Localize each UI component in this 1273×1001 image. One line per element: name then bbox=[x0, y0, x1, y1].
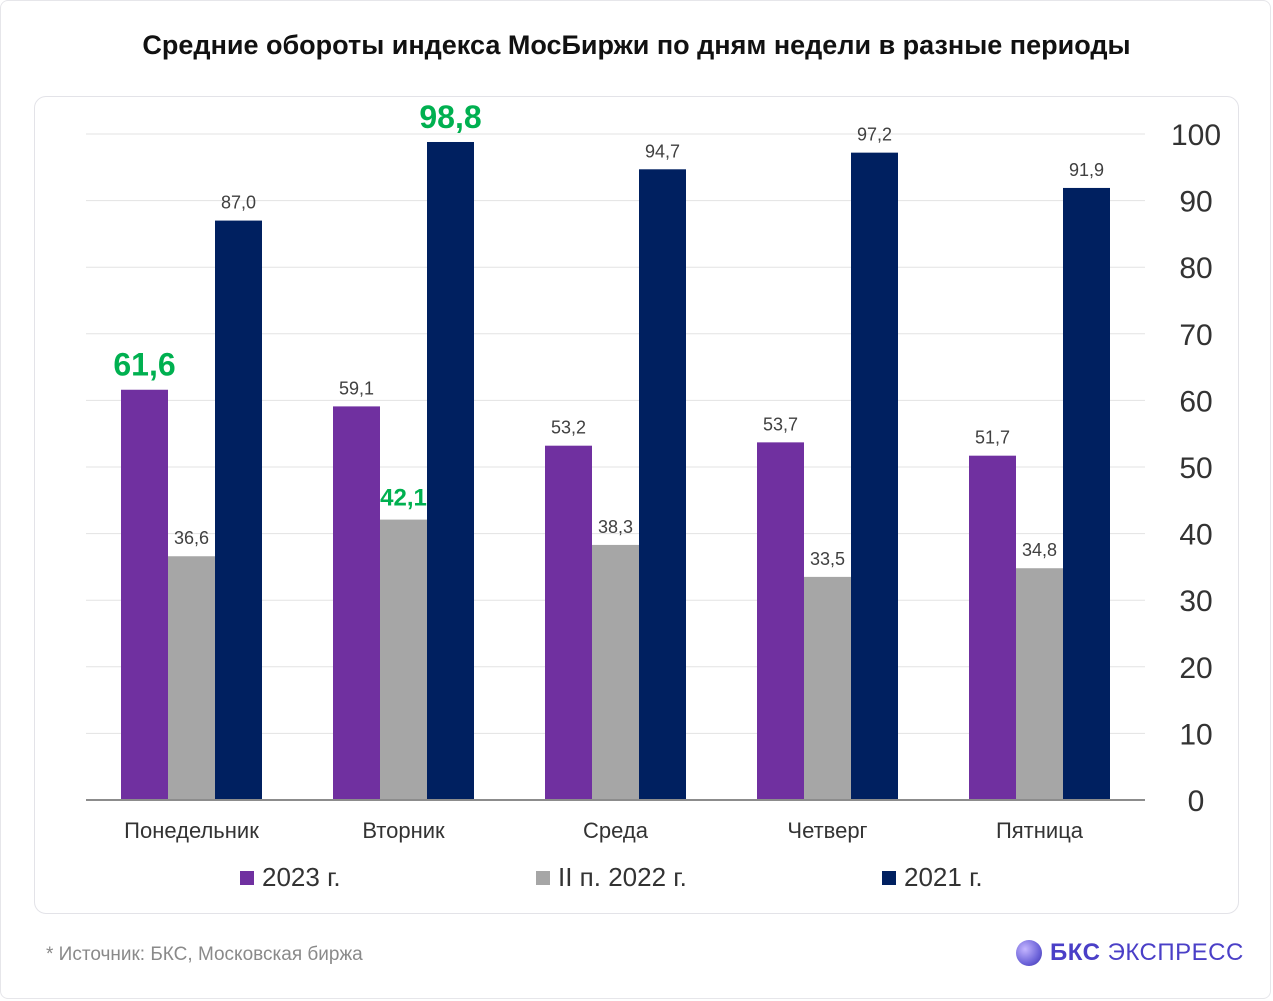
y-tick-label: 70 bbox=[1179, 319, 1212, 352]
bar bbox=[639, 169, 686, 801]
bar bbox=[333, 406, 380, 800]
legend-label: 2021 г. bbox=[904, 862, 983, 892]
bar bbox=[592, 544, 639, 800]
bar bbox=[215, 220, 262, 800]
legend-swatch bbox=[240, 870, 254, 885]
bar bbox=[757, 442, 804, 800]
x-tick-label: Среда bbox=[583, 818, 649, 843]
bar bbox=[969, 455, 1016, 800]
data-label: 94,7 bbox=[645, 141, 680, 161]
bar bbox=[380, 519, 427, 800]
logo-mark-icon bbox=[1016, 940, 1042, 966]
legend-swatch bbox=[536, 870, 550, 885]
data-label: 36,6 bbox=[174, 528, 209, 548]
bar bbox=[168, 556, 215, 800]
y-tick-label: 50 bbox=[1179, 452, 1212, 485]
bar bbox=[545, 445, 592, 800]
y-tick-label: 0 bbox=[1188, 785, 1205, 818]
data-label: 51,7 bbox=[975, 428, 1010, 448]
y-tick-label: 20 bbox=[1179, 652, 1212, 685]
data-label: 97,2 bbox=[857, 125, 892, 145]
bks-express-logo: БКС ЭКСПРЕСС bbox=[1016, 939, 1244, 967]
legend: 2023 г. II п. 2022 г. 2021 г. bbox=[0, 862, 1273, 896]
y-tick-label: 100 bbox=[1171, 119, 1221, 152]
data-label: 98,8 bbox=[419, 99, 481, 135]
bar bbox=[427, 141, 474, 800]
legend-item: 2021 г. bbox=[882, 862, 983, 893]
data-label: 38,3 bbox=[598, 517, 633, 537]
x-tick-label: Пятница bbox=[996, 818, 1084, 843]
x-tick-label: Вторник bbox=[362, 818, 445, 843]
data-label: 53,2 bbox=[551, 418, 586, 438]
legend-item: II п. 2022 г. bbox=[536, 862, 687, 893]
legend-label: 2023 г. bbox=[262, 862, 341, 892]
data-label: 34,8 bbox=[1022, 540, 1057, 560]
data-label: 53,7 bbox=[763, 414, 798, 434]
legend-label: II п. 2022 г. bbox=[558, 862, 687, 892]
bar bbox=[1063, 187, 1110, 801]
data-label: 59,1 bbox=[339, 378, 374, 398]
y-tick-label: 40 bbox=[1179, 519, 1212, 552]
y-tick-label: 30 bbox=[1179, 585, 1212, 618]
bar bbox=[851, 152, 898, 800]
logo-text: ЭКСПРЕСС bbox=[1107, 939, 1244, 966]
bar bbox=[121, 389, 168, 800]
y-tick-label: 60 bbox=[1179, 385, 1212, 418]
x-tick-label: Четверг bbox=[787, 818, 867, 843]
y-tick-label: 10 bbox=[1179, 718, 1212, 751]
data-label: 33,5 bbox=[810, 549, 845, 569]
y-tick-label: 90 bbox=[1179, 186, 1212, 219]
data-label: 61,6 bbox=[113, 347, 175, 383]
bar bbox=[1016, 568, 1063, 800]
data-label: 87,0 bbox=[221, 193, 256, 213]
y-tick-label: 80 bbox=[1179, 252, 1212, 285]
data-label: 91,9 bbox=[1069, 160, 1104, 180]
bar bbox=[804, 576, 851, 800]
logo-bold-text: БКС bbox=[1050, 939, 1101, 966]
chart-title: Средние обороты индекса МосБиржи по дням… bbox=[142, 30, 1131, 60]
x-tick-label: Понедельник bbox=[124, 818, 259, 843]
data-label: 42,1 bbox=[380, 485, 427, 512]
source-note: * Источник: БКС, Московская биржа bbox=[46, 944, 363, 965]
legend-item: 2023 г. bbox=[240, 862, 341, 893]
legend-swatch bbox=[882, 870, 896, 885]
